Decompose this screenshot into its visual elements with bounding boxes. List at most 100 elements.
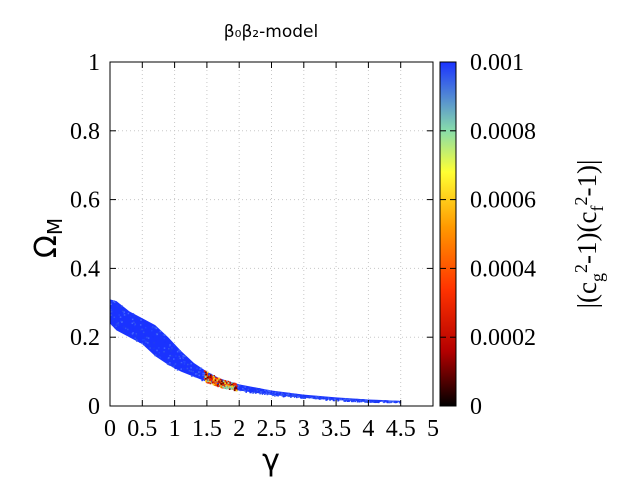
hotspot-point	[229, 382, 232, 385]
data-point	[190, 367, 192, 369]
data-point	[360, 400, 362, 402]
data-point	[312, 397, 315, 399]
x-tick-label: 1.5	[192, 416, 222, 442]
data-point	[307, 396, 309, 399]
data-point	[209, 373, 212, 376]
hotspot-point	[232, 387, 235, 389]
data-point	[156, 333, 159, 336]
data-point	[277, 391, 279, 393]
data-point	[360, 399, 362, 401]
data-point	[151, 326, 154, 329]
data-point	[375, 401, 378, 403]
data-point	[302, 397, 304, 399]
data-point	[202, 374, 204, 377]
data-point	[119, 316, 122, 318]
x-tick-label: 0	[104, 416, 116, 442]
hotspot-point	[216, 383, 219, 386]
hotspot-point	[231, 383, 233, 386]
data-point	[240, 388, 242, 391]
x-tick-label: 5	[427, 416, 439, 442]
hotspot-point	[218, 377, 220, 380]
x-tick-label: 1	[169, 416, 181, 442]
x-tick-label: 2	[233, 416, 245, 442]
data-point	[171, 364, 173, 367]
data-point	[244, 390, 246, 392]
data-point	[139, 341, 141, 343]
data-point	[336, 398, 338, 400]
data-point	[144, 326, 147, 329]
hotspot-point	[206, 371, 209, 374]
data-point	[136, 340, 138, 342]
hotspot-point	[230, 385, 233, 388]
data-point	[383, 401, 385, 404]
hotspot-point	[234, 383, 237, 386]
data-point	[361, 399, 364, 401]
data-point	[346, 400, 349, 402]
data-point	[375, 400, 377, 402]
colorbar-tick-label: 0.0006	[470, 188, 536, 214]
data-point	[141, 339, 144, 341]
data-point	[277, 392, 280, 395]
data-point	[151, 329, 153, 332]
data-point	[168, 364, 171, 366]
data-point	[297, 396, 300, 398]
data-point	[258, 389, 260, 392]
data-point	[276, 394, 278, 397]
data-point	[294, 394, 297, 396]
data-point	[142, 320, 144, 322]
data-point	[287, 393, 289, 395]
data-point	[180, 368, 182, 370]
hotspot-point	[220, 381, 223, 384]
data-point	[319, 396, 321, 398]
data-point	[242, 387, 244, 390]
hotspot-point	[233, 383, 236, 385]
hotspot-point	[227, 386, 230, 389]
hotspot-point	[209, 382, 212, 385]
x-axis-label: γ	[262, 443, 280, 478]
data-point	[152, 326, 154, 328]
data-point	[118, 314, 121, 316]
data-point	[385, 400, 388, 402]
data-point	[265, 390, 268, 393]
hotspot-point	[228, 388, 231, 390]
hotspot-point	[219, 386, 222, 389]
data-point	[110, 310, 113, 313]
data-point	[192, 370, 194, 373]
hotspot-point	[223, 387, 226, 389]
data-point	[320, 397, 322, 399]
y-tick-label: 0.2	[70, 325, 100, 351]
data-point	[219, 385, 221, 387]
hotspot-point	[219, 378, 222, 381]
colorbar-tick-label: 0.0004	[470, 256, 536, 282]
data-point	[125, 314, 127, 316]
hotspot-point	[222, 385, 224, 388]
data-point	[135, 334, 138, 337]
data-point	[325, 399, 327, 401]
data-point	[324, 396, 327, 399]
data-point	[277, 393, 279, 396]
hotspot-point	[205, 373, 208, 376]
data-point	[366, 400, 368, 402]
data-point	[286, 393, 288, 396]
data-point	[352, 400, 354, 403]
data-point	[158, 346, 160, 349]
data-point	[168, 345, 171, 348]
data-point	[256, 390, 259, 392]
data-point	[182, 357, 184, 359]
data-point	[191, 375, 193, 377]
data-point	[174, 367, 176, 370]
data-point	[344, 400, 347, 402]
data-point	[147, 339, 149, 341]
data-point	[361, 400, 363, 402]
data-point	[244, 386, 246, 388]
data-point	[166, 363, 169, 365]
data-point	[173, 364, 176, 366]
hotspot-point	[233, 383, 236, 386]
data-point	[358, 400, 360, 403]
data-point	[245, 391, 247, 393]
data-point	[247, 388, 250, 391]
data-point	[285, 392, 288, 395]
data-point	[373, 401, 375, 403]
data-point	[313, 396, 315, 398]
